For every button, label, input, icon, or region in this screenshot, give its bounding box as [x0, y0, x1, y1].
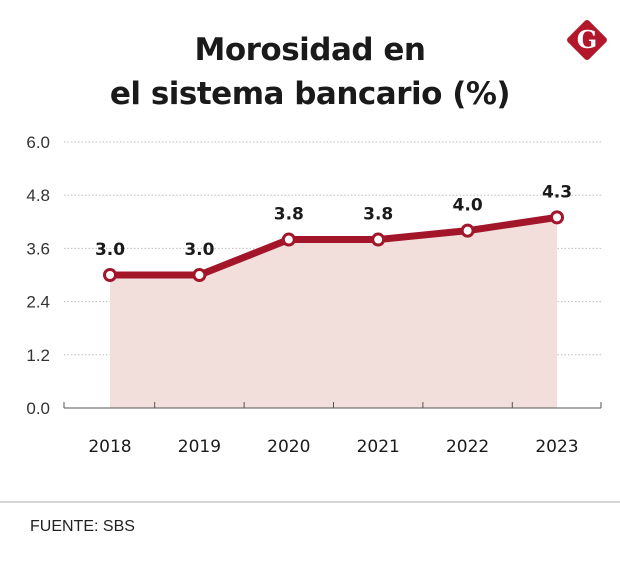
data-label: 3.0	[95, 240, 125, 260]
data-point-marker	[192, 268, 207, 282]
source-note: FUENTE: SBS	[30, 518, 135, 535]
data-point-marker	[103, 268, 117, 282]
y-tick-label: 6.0	[26, 133, 50, 152]
x-tick-labels: 2018 2019 2020 2021 2022 2023	[88, 437, 578, 457]
data-point-marker	[550, 210, 564, 225]
x-tick-label: 2023	[535, 437, 578, 457]
chart-title: Morosidad en el sistema bancario (%)	[0, 28, 620, 116]
series-line	[110, 213, 558, 279]
y-tick-labels: 0.0 1.2 2.4 3.6 4.8 6.0	[26, 133, 50, 418]
line-chart: 0.01.22.43.64.86.0 2018 2019 2020 2021 2022 2…	[26, 133, 602, 457]
data-label: 3.8	[363, 205, 393, 225]
data-label: 4.0	[453, 196, 483, 216]
x-axis	[63, 402, 602, 409]
y-tick-label: 3.6	[26, 239, 50, 258]
footer-divider	[0, 501, 620, 503]
y-tick-label: 2.4	[26, 293, 50, 312]
y-tick-label: 0.0	[26, 399, 50, 418]
data-labels: 3.0 3.0 3.8 3.8 4.0 4.3	[95, 182, 572, 260]
data-point-marker	[460, 223, 475, 238]
g-logo-icon: G	[567, 20, 607, 60]
area-fill	[110, 217, 557, 408]
data-point-marker	[371, 232, 386, 247]
data-label: 3.0	[184, 240, 214, 260]
data-label: 3.8	[274, 205, 304, 225]
x-tick-label: 2019	[178, 437, 221, 457]
x-tick-label: 2018	[88, 437, 131, 457]
title-line-2: el sistema bancario (%)	[109, 76, 511, 112]
x-tick-label: 2022	[446, 437, 489, 457]
logo-diamond	[567, 20, 607, 60]
y-tick-label: 1.2	[26, 346, 50, 365]
data-label: 4.3	[542, 182, 572, 202]
y-tick-label: 4.8	[26, 186, 50, 205]
data-point-marker	[281, 232, 296, 247]
logo-letter: G	[577, 25, 598, 54]
x-tick-label: 2020	[267, 437, 310, 457]
data-markers	[103, 210, 564, 282]
x-tick-label: 2021	[357, 437, 400, 457]
title-line-1: Morosidad en	[194, 32, 427, 68]
